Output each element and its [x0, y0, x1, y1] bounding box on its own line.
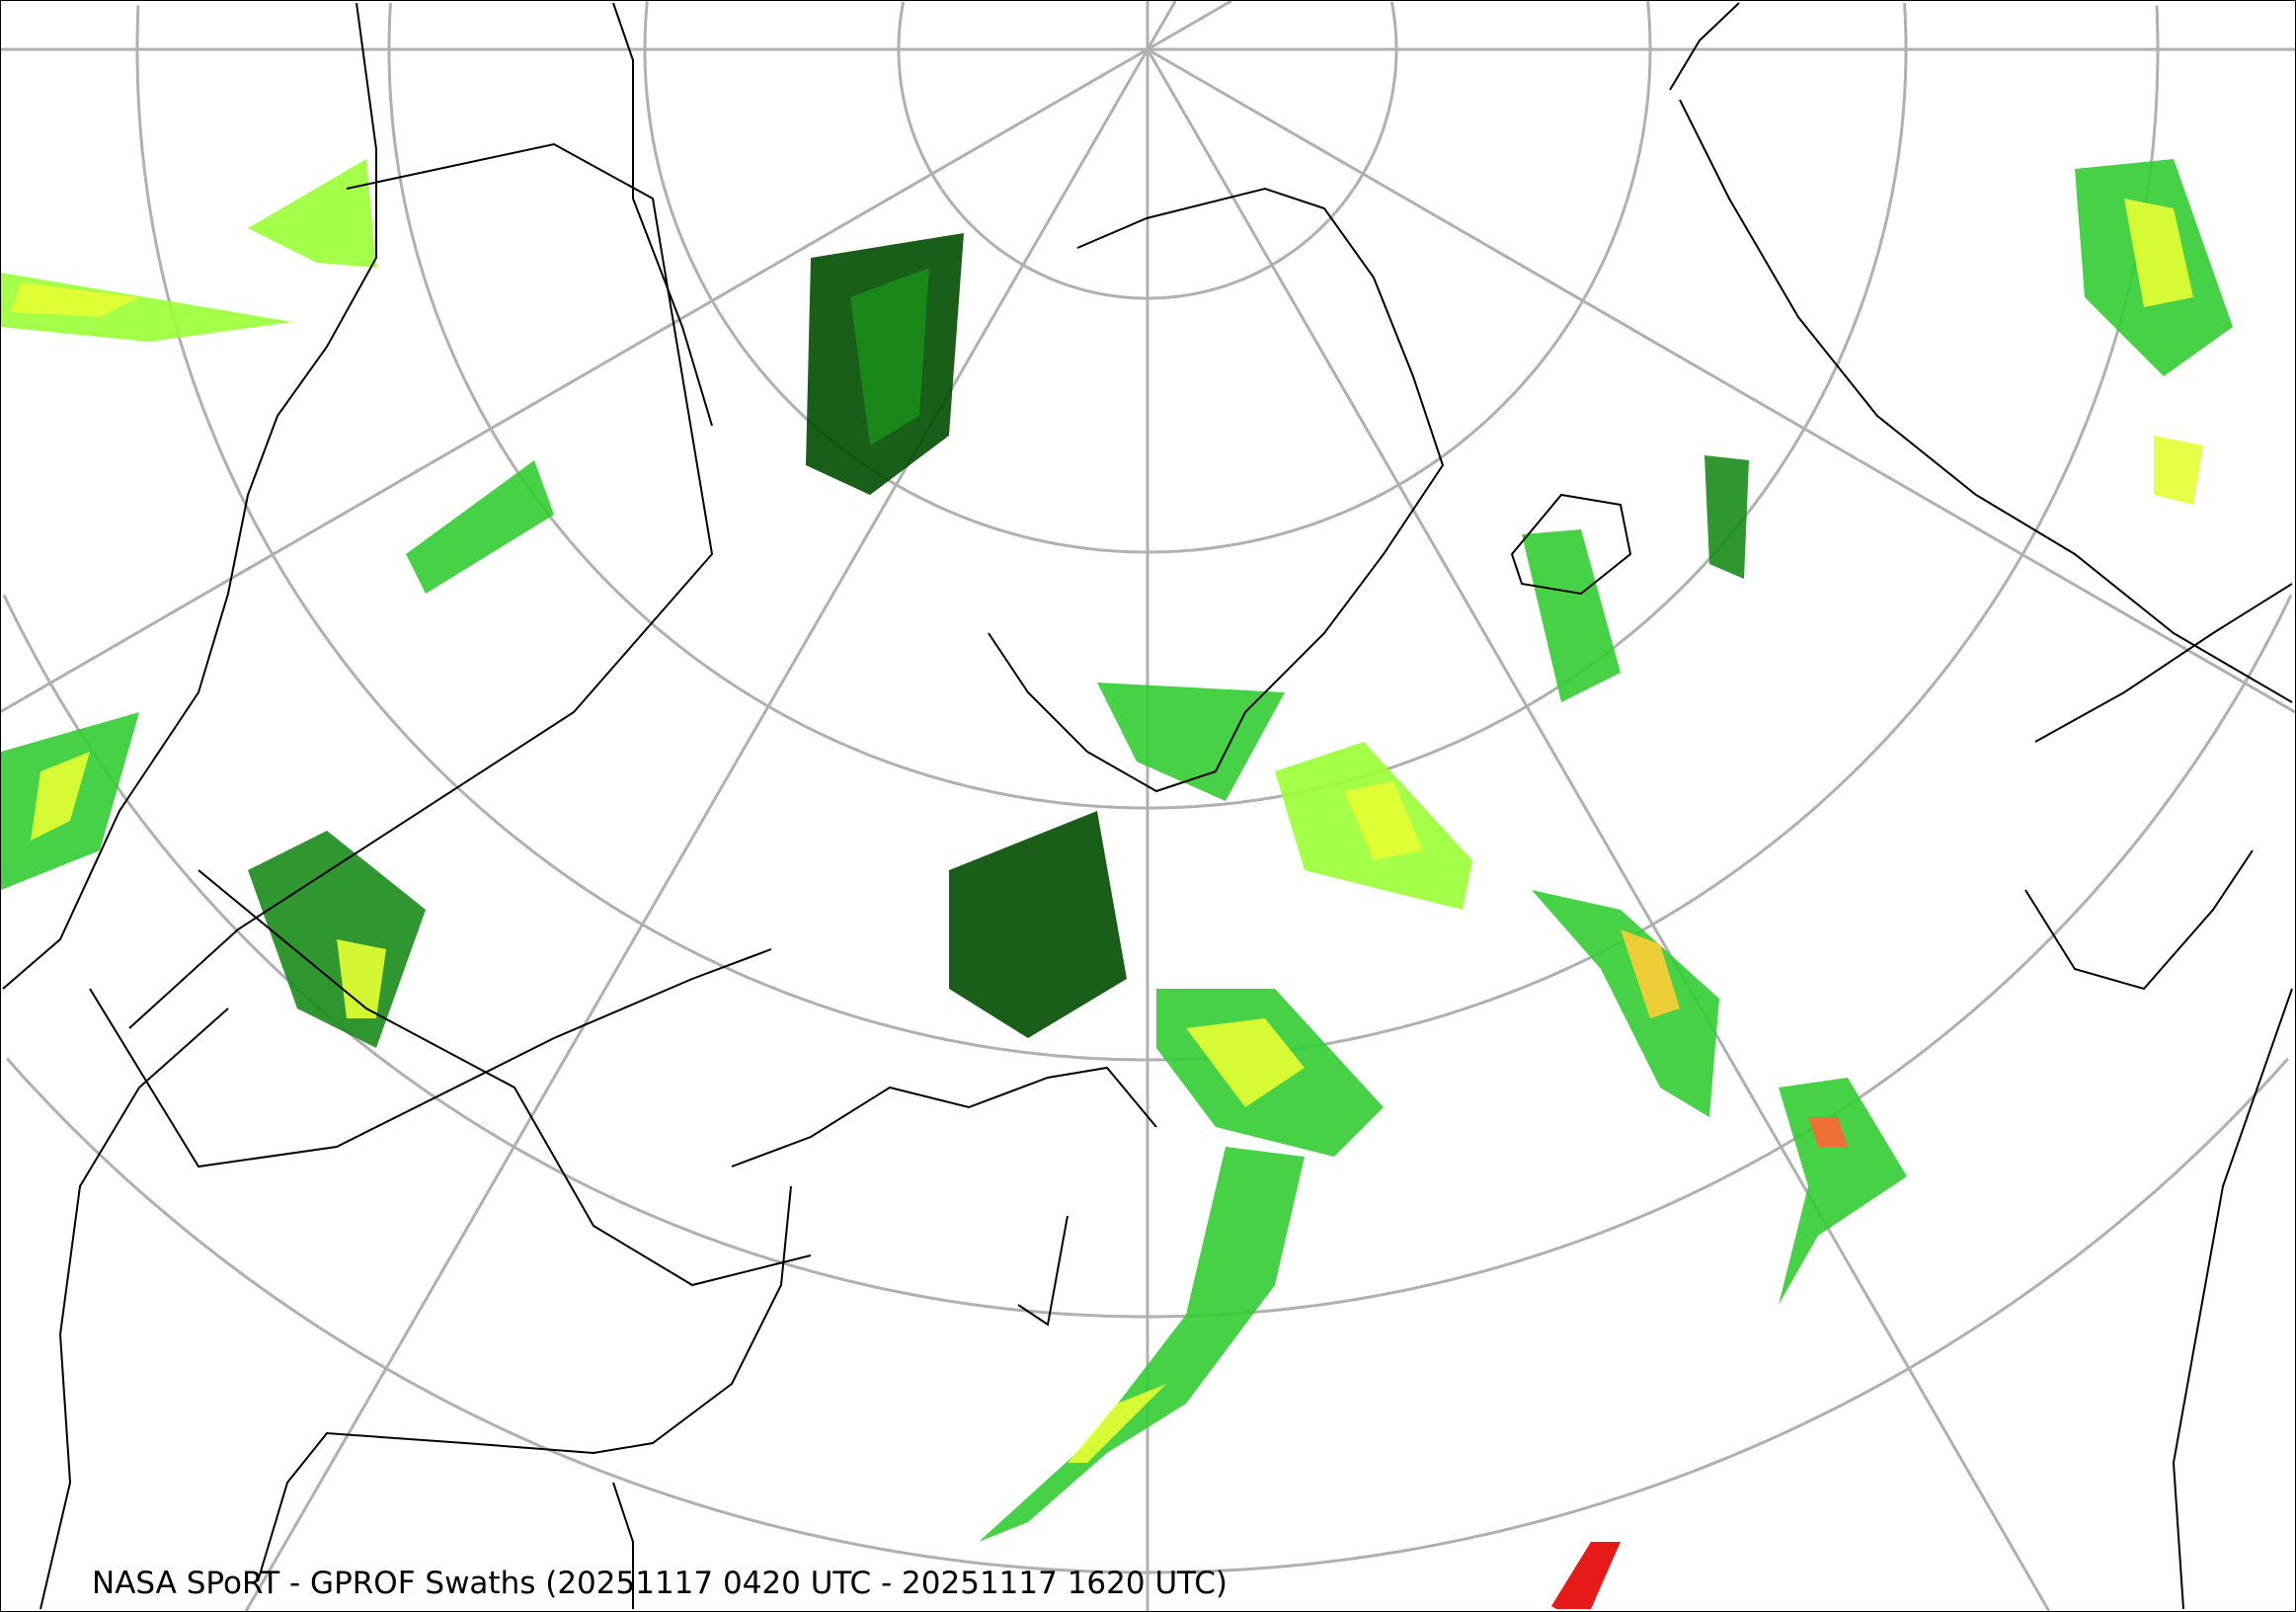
precipitation-swath	[337, 939, 386, 1018]
coastline	[2024, 849, 2254, 991]
coastline	[40, 1008, 229, 1610]
latitude-circle	[387, 3, 1908, 810]
map-title: NASA SPoRT - GPROF Swaths (20251117 0420…	[92, 1566, 1227, 1601]
precipitation-swath	[1522, 529, 1621, 702]
precipitation-swath	[1779, 1078, 1907, 1305]
coastline	[612, 2, 713, 427]
coastline	[1510, 493, 1632, 596]
meridian-line	[1147, 1, 1232, 51]
precipitation-swath	[1704, 455, 1749, 579]
precipitation-swath	[1344, 781, 1423, 860]
coastline	[257, 1185, 792, 1582]
precipitation-swath	[1097, 683, 1285, 801]
meridian-line	[1, 47, 1148, 713]
precipitation-swath	[949, 811, 1127, 1038]
precipitation-swath	[1068, 1384, 1166, 1463]
coastline	[1669, 2, 1740, 91]
precipitation-swath	[31, 752, 90, 841]
coastline	[2034, 583, 2293, 743]
coastline	[1679, 99, 2293, 703]
precipitation-swath	[1621, 929, 1680, 1018]
precipitation-swath	[406, 460, 554, 594]
coastline	[612, 1482, 634, 1609]
latitude-circle	[897, 1, 1398, 300]
precipitation-swath	[979, 1147, 1305, 1542]
precipitation-swath	[2154, 436, 2203, 505]
coastline	[198, 869, 812, 1287]
precipitation-swath	[1186, 1018, 1305, 1107]
coastline	[89, 948, 772, 1169]
meridian-line	[1147, 47, 2295, 714]
precipitation-swath	[2124, 199, 2193, 307]
precipitation-swath	[11, 282, 139, 317]
coastline	[988, 187, 1445, 793]
meridian-line	[1146, 1, 1177, 50]
precipitation-swaths	[1, 159, 2233, 1609]
precipitation-swath	[850, 268, 929, 445]
meridian-line	[1146, 48, 2051, 1611]
precipitation-swath	[1532, 890, 1719, 1117]
precipitation-swath	[1551, 1542, 1621, 1609]
precipitation-swath	[248, 159, 376, 268]
latitude-circle	[135, 5, 2160, 1062]
coastline	[731, 1066, 1157, 1168]
meridian-line	[244, 48, 1149, 1611]
coastline	[1017, 1215, 1069, 1327]
coastline	[2, 2, 377, 990]
coastline	[128, 142, 714, 1029]
coastline	[2172, 988, 2293, 1610]
precipitation-swath	[1808, 1117, 1848, 1147]
latitude-circle	[643, 1, 1652, 554]
